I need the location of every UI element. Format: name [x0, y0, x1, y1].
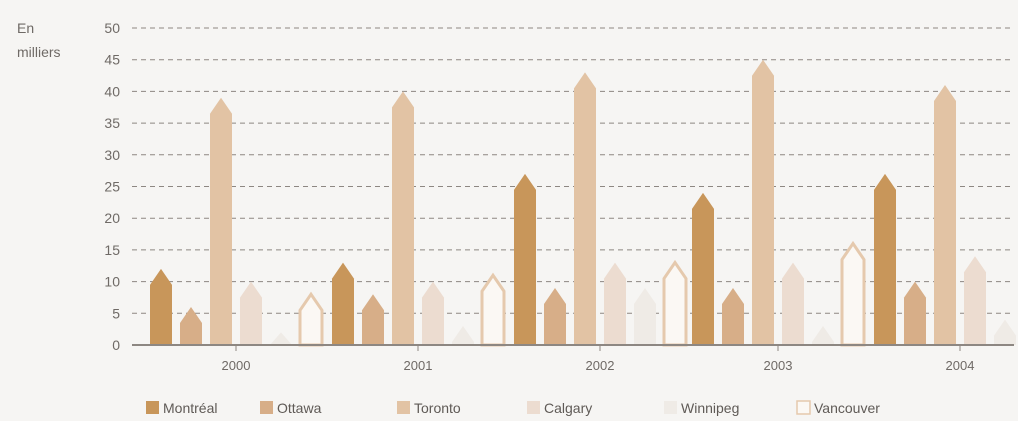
bar-calgary-2001	[422, 281, 444, 345]
y-axis-label-line: En	[17, 20, 34, 36]
bar-calgary-2000	[240, 281, 262, 345]
bar-vancouver-2000	[298, 291, 324, 347]
bar-calgary-2004	[964, 256, 986, 345]
y-tick-label: 35	[104, 115, 120, 131]
y-tick-label: 30	[104, 147, 120, 163]
legend-label-ottawa: Ottawa	[277, 400, 322, 416]
legend-label-winnipeg: Winnipeg	[681, 400, 739, 416]
bars	[150, 59, 1016, 347]
grid-lines	[132, 27, 1014, 314]
bar-vancouver-2003	[840, 240, 866, 347]
legend-swatch-calgary	[527, 401, 540, 414]
bar-toronto-2003	[752, 59, 774, 345]
y-axis-label-line: milliers	[17, 44, 61, 60]
legend-swatch-toronto	[397, 401, 410, 414]
y-tick-label: 45	[104, 52, 120, 68]
y-tick-label: 5	[112, 305, 120, 321]
x-tick-label-2001: 2001	[404, 358, 433, 373]
bar-montréal-2002	[514, 173, 536, 345]
bar-calgary-2003	[782, 262, 804, 345]
y-tick-label: 40	[104, 83, 120, 99]
bar-winnipeg-2000	[270, 332, 292, 345]
bar-toronto-2002	[574, 72, 596, 345]
y-tick-label: 10	[104, 274, 120, 290]
bar-toronto-2004	[934, 85, 956, 345]
bar-montréal-2004	[874, 173, 896, 345]
bar-vancouver-2001	[480, 272, 506, 347]
bar-winnipeg-2001	[452, 325, 474, 345]
bar-winnipeg-2002	[634, 287, 656, 345]
legend-label-montréal: Montréal	[163, 400, 217, 416]
x-axis-categories: 2000 2001 2002 2003 2004	[222, 345, 975, 373]
x-tick-label-2003: 2003	[764, 358, 793, 373]
legend-swatch-vancouver	[796, 400, 811, 415]
bar-toronto-2001	[392, 91, 414, 346]
legend-label-toronto: Toronto	[414, 400, 461, 416]
legend-swatch-winnipeg	[664, 401, 677, 414]
legend-swatch-ottawa	[260, 401, 273, 414]
legend-label-calgary: Calgary	[544, 400, 592, 416]
bar-winnipeg-2003	[812, 325, 834, 345]
legend: Montréal Ottawa Toronto Calgary Winnipeg Vanc…	[146, 400, 880, 416]
bar-ottawa-2001	[362, 294, 384, 345]
y-axis-ticks: 0 5 10 15 20 25 30 35 40 45 50	[104, 20, 120, 353]
x-tick-label-2002: 2002	[586, 358, 615, 373]
y-tick-label: 0	[112, 337, 120, 353]
y-tick-label: 20	[104, 210, 120, 226]
legend-swatch-montréal	[146, 401, 159, 414]
bar-montréal-2001	[332, 262, 354, 345]
y-axis-label: En milliers	[17, 20, 61, 60]
bar-ottawa-2002	[544, 287, 566, 345]
bar-ottawa-2004	[904, 281, 926, 345]
bar-montréal-2000	[150, 268, 172, 345]
y-tick-label: 15	[104, 242, 120, 258]
bar-winnipeg-2004	[994, 319, 1016, 345]
y-tick-label: 50	[104, 20, 120, 36]
bar-toronto-2000	[210, 97, 232, 346]
bar-ottawa-2003	[722, 287, 744, 345]
y-tick-label: 25	[104, 179, 120, 195]
bar-montréal-2003	[692, 192, 714, 345]
bar-ottawa-2000	[180, 306, 202, 345]
x-tick-label-2000: 2000	[222, 358, 251, 373]
bar-calgary-2002	[604, 262, 626, 345]
bar-vancouver-2002	[662, 259, 688, 347]
legend-label-vancouver: Vancouver	[814, 400, 880, 416]
x-tick-label-2004: 2004	[946, 358, 975, 373]
